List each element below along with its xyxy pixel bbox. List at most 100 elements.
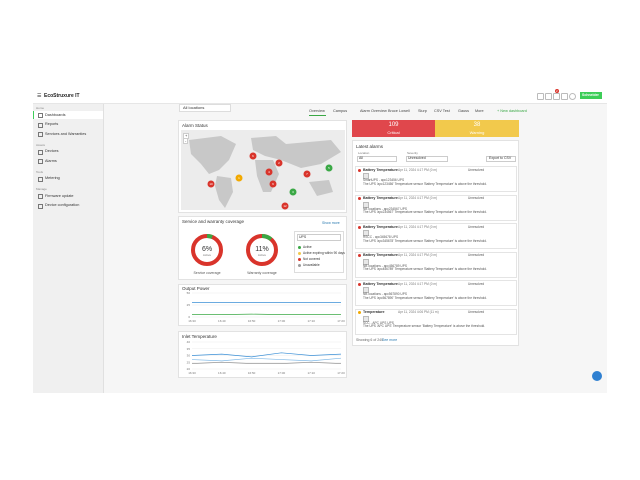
alarm-item[interactable] [355,223,517,249]
y-tick-label: 25 [187,303,191,307]
x-tick-label: 17:00 [278,371,286,375]
user-button[interactable] [569,93,576,100]
series-line [191,361,342,364]
alarm-time: Apr 11, 2024 4:17 PM (0 m) [398,224,438,229]
y-tick-label: 30 [187,354,191,358]
nav-icon [38,159,43,164]
alarm-device: NB locations - apc456789 UPS [363,263,407,268]
map-marker [289,188,297,196]
sidebar-section: Tools [36,169,44,174]
nav-item[interactable]: Devices [45,149,59,153]
counter-label: Critical [387,130,400,135]
notification-badge: 2 [555,89,559,93]
filter-select[interactable] [406,156,448,162]
notifications-button[interactable] [553,93,560,100]
card-title: Latest alarms [356,144,384,149]
map-land [309,180,333,196]
location-select[interactable] [179,104,231,112]
series-line [191,357,342,362]
y-tick-label: 50 [187,291,191,295]
tab[interactable]: + New dashboard [497,109,527,113]
series-line [191,352,342,358]
alarm-status: Unresolved [468,196,485,200]
output-power-chart: 0 25 50 16:30 16:40 16:50 17:00 17:10 17:20 [187,291,345,323]
tab[interactable]: Overview [309,109,325,113]
brand: EcoStruxure IT [44,93,80,99]
show-more-link[interactable]: Show more [322,221,340,225]
zoom-out[interactable]: - [183,138,189,144]
device-type-value: UPS [299,235,307,239]
icon-button[interactable] [561,93,568,100]
y-tick-label: 0 [188,315,190,319]
severity-dot [358,254,361,257]
donut-value: 6% [202,246,212,253]
help-button[interactable] [592,371,602,381]
device-icon [363,287,369,293]
icon-button[interactable] [545,93,552,100]
top-bar [33,88,607,104]
critical-counter[interactable] [352,120,435,137]
legend-label: Active [303,245,312,249]
nav-item[interactable]: Dashboards [45,112,66,117]
map-land [215,176,233,208]
nav-icon [38,176,43,182]
tab[interactable]: More [475,109,484,113]
marker-count: 5 [328,166,330,170]
donut-value: 11% [255,246,269,253]
nav-item[interactable]: Metering [45,176,60,180]
nav-icon [38,194,43,199]
y-tick-label: 25 [187,360,191,364]
warning-counter[interactable] [435,120,519,137]
nav-icon [38,132,43,137]
marker-count: 4 [268,170,270,174]
nav-item[interactable]: Firmware update [45,193,74,198]
alarm-device: SCC - APC UPS UPS [363,320,394,325]
map-marker [275,159,283,167]
marker-count: 3 [292,190,294,194]
tab[interactable]: Alarm Overview [360,109,387,113]
legend-label: Not covered [303,257,321,261]
alarm-time: Apr 11, 2024 4:17 PM (0 m) [398,196,438,200]
x-tick-label: 16:50 [248,319,256,323]
severity-dot [358,282,361,286]
map-marker [249,152,257,160]
alarm-item[interactable] [355,166,517,192]
tab[interactable]: Bruce Lowell [388,109,410,113]
vendor-logo [580,92,602,99]
nav-item[interactable]: Alarms [45,158,57,163]
alarm-item[interactable] [355,194,517,221]
nav-item[interactable]: Services and Warranties [45,131,87,136]
alarm-item[interactable] [355,280,517,306]
tab[interactable]: CSV Test [434,109,450,113]
filter-label: Severity [407,151,418,155]
export-button[interactable] [486,156,516,162]
device-type-select[interactable] [297,234,341,241]
sidebar [33,104,104,393]
see-more-link[interactable]: See more [382,338,398,342]
tab[interactable]: Gauss [458,109,469,113]
alarm-status: Unresolved [468,167,485,172]
nav-icon [38,122,43,128]
alarm-device: SmartUPS - apc123456 UPS [363,178,405,182]
x-tick-label: 17:20 [337,319,345,323]
x-tick-label: 17:00 [278,319,286,323]
nav-item[interactable]: Device configuration [45,203,80,207]
sidebar-section: Assets [36,142,46,147]
donut-arc [246,234,278,266]
alarm-title: Temperature [363,310,385,314]
icon-button[interactable] [537,93,544,100]
alarm-title: Battery Temperature [363,167,398,172]
alarm-item[interactable] [355,251,517,278]
tab[interactable]: Slurp [418,109,427,113]
alarm-item[interactable] [355,308,517,335]
filter-select[interactable] [357,156,397,162]
map-land [189,136,236,174]
marker-count: 2 [278,161,280,165]
tab[interactable]: Campus [333,109,348,113]
alarm-status: Unresolved [468,253,485,257]
filter-value: All [359,156,363,160]
nav-item[interactable]: Reports [45,122,59,126]
alarm-time: Apr 11, 2024 4:17 PM (0 m) [398,281,438,286]
map-marker [207,180,215,188]
